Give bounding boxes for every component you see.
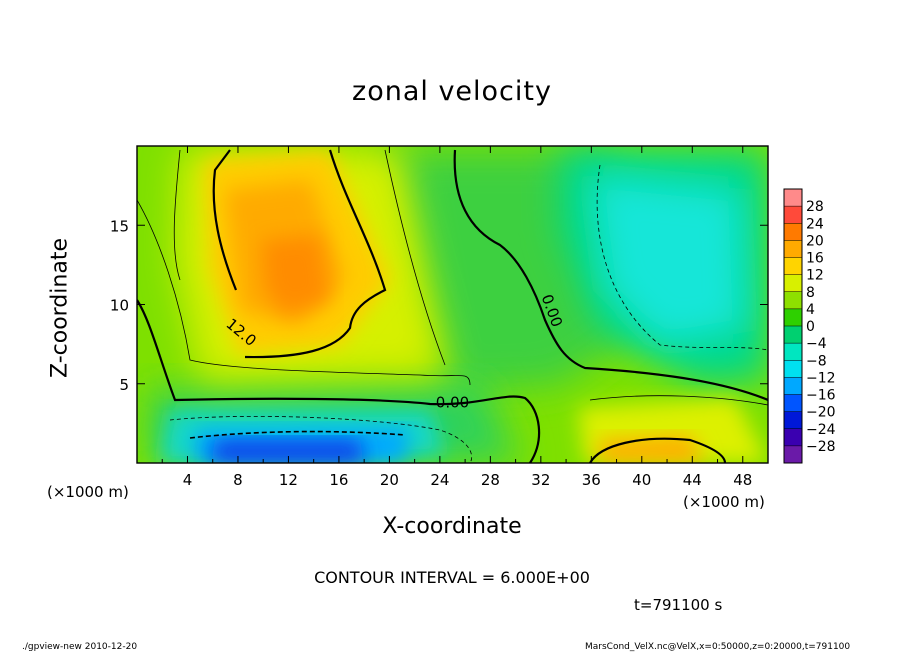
colorbar-swatch xyxy=(784,308,802,327)
colorbar-swatch xyxy=(784,411,802,430)
x-unit-label-left: (×1000 m) xyxy=(47,483,129,501)
colorbar-swatch xyxy=(784,206,802,224)
colorbar-label: 8 xyxy=(806,285,815,301)
x-axis-label: X-coordinate xyxy=(382,514,522,539)
contour-line-7 xyxy=(169,415,473,463)
time-label: t=791100 s xyxy=(634,596,723,614)
colorbar-swatch xyxy=(784,360,802,378)
colorbar-label: 16 xyxy=(806,251,824,267)
x-tick-label: 24 xyxy=(430,471,449,489)
footer-program-date: ./gpview-new 2010-12-20 xyxy=(22,642,138,652)
field-region-2 xyxy=(590,175,745,345)
colorbar-label: 12 xyxy=(806,268,824,284)
colorbar-label: −24 xyxy=(806,422,836,438)
colorbar-label: −16 xyxy=(806,388,836,404)
x-tick-label: 12 xyxy=(279,471,298,489)
contour-line-0 xyxy=(212,149,387,359)
x-tick-label: 48 xyxy=(733,471,752,489)
x-tick-label: 28 xyxy=(481,471,500,489)
contour-line-3 xyxy=(137,199,471,386)
contour-line-5 xyxy=(384,149,446,366)
x-tick-label: 40 xyxy=(632,471,651,489)
contour-interval-text: CONTOUR INTERVAL = 6.000E+00 xyxy=(314,568,590,587)
contour-line-10 xyxy=(589,437,727,463)
y-tick-label: 15 xyxy=(110,217,129,235)
colorbar-swatch xyxy=(784,343,802,361)
x-tick-label: 8 xyxy=(233,471,243,489)
colorbar-swatch xyxy=(784,377,802,395)
colorbar-swatch xyxy=(784,394,802,412)
field-region-10 xyxy=(262,235,330,315)
contour-label-1: 0.00 xyxy=(436,394,469,412)
colorbar-label: −12 xyxy=(806,370,836,386)
contour-line-6 xyxy=(589,395,768,406)
colorbar-label: −4 xyxy=(806,336,827,352)
colorbar-swatch xyxy=(784,240,802,258)
x-tick-label: 16 xyxy=(329,471,348,489)
x-tick-label: 4 xyxy=(183,471,193,489)
colorbar-label: −28 xyxy=(806,439,836,455)
contour-line-4 xyxy=(173,149,181,281)
field-region-6 xyxy=(210,440,365,463)
colorbar-label: 20 xyxy=(806,233,824,249)
colorbar-label: 4 xyxy=(806,302,815,318)
colorbar-label: 28 xyxy=(806,199,824,215)
colorbar-swatch xyxy=(784,257,802,275)
footer-data-source: MarsCond_VelX.nc@VelX,x=0:50000,z=0:2000… xyxy=(585,642,851,652)
contour-line-2 xyxy=(453,149,768,402)
colorbar-swatch xyxy=(784,291,802,310)
colorbar-swatch xyxy=(784,445,802,464)
x-tick-label: 44 xyxy=(683,471,702,489)
y-axis-ticks: 5 10 15 xyxy=(110,217,768,394)
y-tick-label: 5 xyxy=(119,376,129,394)
x-tick-label: 20 xyxy=(380,471,399,489)
x-tick-label: 32 xyxy=(531,471,550,489)
colorbar-label: −8 xyxy=(806,353,827,369)
chart-title: zonal velocity xyxy=(352,76,552,107)
colorbar-label: 0 xyxy=(806,319,815,335)
y-tick-label: 10 xyxy=(110,297,129,315)
x-axis-ticks: 4 8 12 16 20 24 28 32 36 40 44 48 xyxy=(161,146,752,489)
colorbar-label: −20 xyxy=(806,405,836,421)
x-unit-label-right: (×1000 m) xyxy=(683,493,765,511)
x-tick-label: 36 xyxy=(582,471,601,489)
contour-line-1 xyxy=(137,299,541,463)
colorbar-swatch xyxy=(784,274,802,293)
colorbar-label: 24 xyxy=(806,216,824,232)
colorbar-swatch xyxy=(784,326,802,344)
colorbar-swatch xyxy=(784,189,802,207)
velocity-field xyxy=(137,146,768,463)
contour-lines xyxy=(137,149,768,463)
y-axis-label: Z-coordinate xyxy=(47,238,73,378)
colorbar-swatch xyxy=(784,428,802,447)
colorbar-swatch xyxy=(784,223,802,241)
contour-line-9 xyxy=(596,164,768,351)
contour-line-8 xyxy=(189,430,406,439)
